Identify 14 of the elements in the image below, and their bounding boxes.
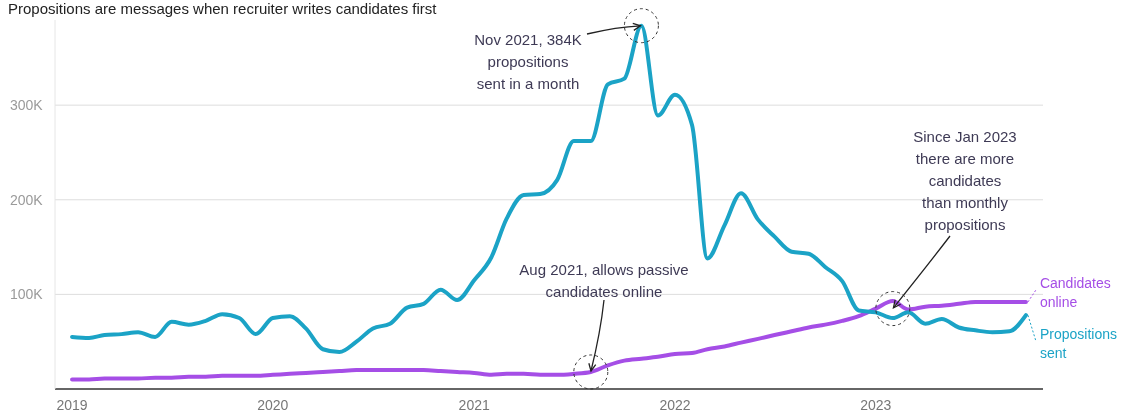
x-tick-label: 2019 — [56, 397, 88, 413]
annotation: Nov 2021, 384K propositions sent in a month — [474, 31, 582, 92]
x-tick-label: 2020 — [257, 397, 289, 413]
x-tick-label: 2021 — [458, 397, 490, 413]
y-tick-label: 300K — [10, 97, 44, 114]
legend-label: Candidates online — [1039, 274, 1111, 310]
annotation: Since Jan 2023 there are more candidates than monthly propositions — [913, 128, 1017, 233]
x-tick-label: 2022 — [659, 397, 691, 413]
chart-title: Propositions are messages when recruiter writes candidates first — [8, 0, 438, 17]
legend-label: Propositions sent — [1039, 326, 1117, 362]
x-tick-label: 2023 — [860, 397, 892, 413]
y-tick-label: 200K — [10, 191, 44, 208]
y-tick-label: 100K — [10, 286, 44, 303]
annotation: Aug 2021, allows passive candidates online — [519, 261, 689, 300]
